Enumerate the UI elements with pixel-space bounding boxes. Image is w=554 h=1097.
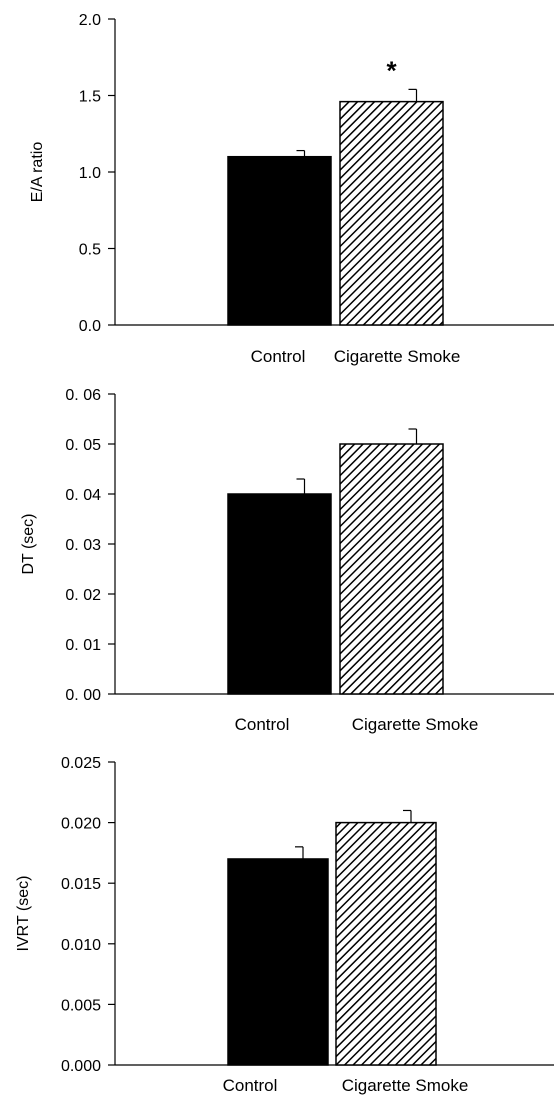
y-tick-label: 0.0 <box>79 318 101 335</box>
bar-control <box>227 155 332 326</box>
significance-marker: * <box>386 55 397 85</box>
y-axis-title: DT (sec) <box>20 513 37 574</box>
y-tick-label: 0. 06 <box>65 387 101 404</box>
y-tick-label: 0. 00 <box>65 687 101 704</box>
y-tick-label: 0. 01 <box>65 637 101 654</box>
category-label: Control <box>223 1076 278 1095</box>
category-label: Control <box>251 347 306 366</box>
y-tick-label: 0.5 <box>79 242 101 259</box>
y-axis-title: E/A ratio <box>29 142 46 203</box>
y-tick-label: 0.010 <box>61 937 101 954</box>
y-tick-label: 2.0 <box>79 12 101 29</box>
y-tick-label: 1.5 <box>79 89 101 106</box>
category-label: Cigarette Smoke <box>352 715 479 734</box>
chart-panel-2: 0. 00 0. 01 0. 02 0. 03 0. 04 0. 05 0. 06 DT (s… <box>20 387 554 734</box>
bar-control <box>227 858 329 1066</box>
y-tick-label: 0. 04 <box>65 487 101 504</box>
y-tick-label: 0.015 <box>61 876 101 893</box>
y-tick-label: 0.020 <box>61 816 101 833</box>
y-tick-label: 0. 05 <box>65 437 101 454</box>
y-axis-title: IVRT (sec) <box>15 876 32 952</box>
y-tick-label: 0.025 <box>61 755 101 772</box>
y-tick-label: 1.0 <box>79 165 101 182</box>
bar-cigarette-smoke <box>339 443 444 695</box>
category-label: Cigarette Smoke <box>342 1076 469 1095</box>
chart-panel-3: 0.000 0.005 0.010 0.015 0.020 0.025 IVRT (sec)… <box>15 755 554 1095</box>
category-label: Control <box>235 715 290 734</box>
y-tick-label: 0.000 <box>61 1058 101 1075</box>
chart-panel-1: 0.0 0.5 1.0 1.5 2.0 E/A ratio Control Cigarette… <box>29 12 554 366</box>
category-label: Cigarette Smoke <box>334 347 461 366</box>
bar-control <box>227 493 332 695</box>
bar-cigarette-smoke <box>339 100 444 326</box>
y-tick-label: 0. 02 <box>65 587 101 604</box>
y-tick-label: 0. 03 <box>65 537 101 554</box>
y-tick-label: 0.005 <box>61 997 101 1014</box>
bar-cigarette-smoke <box>335 821 437 1066</box>
